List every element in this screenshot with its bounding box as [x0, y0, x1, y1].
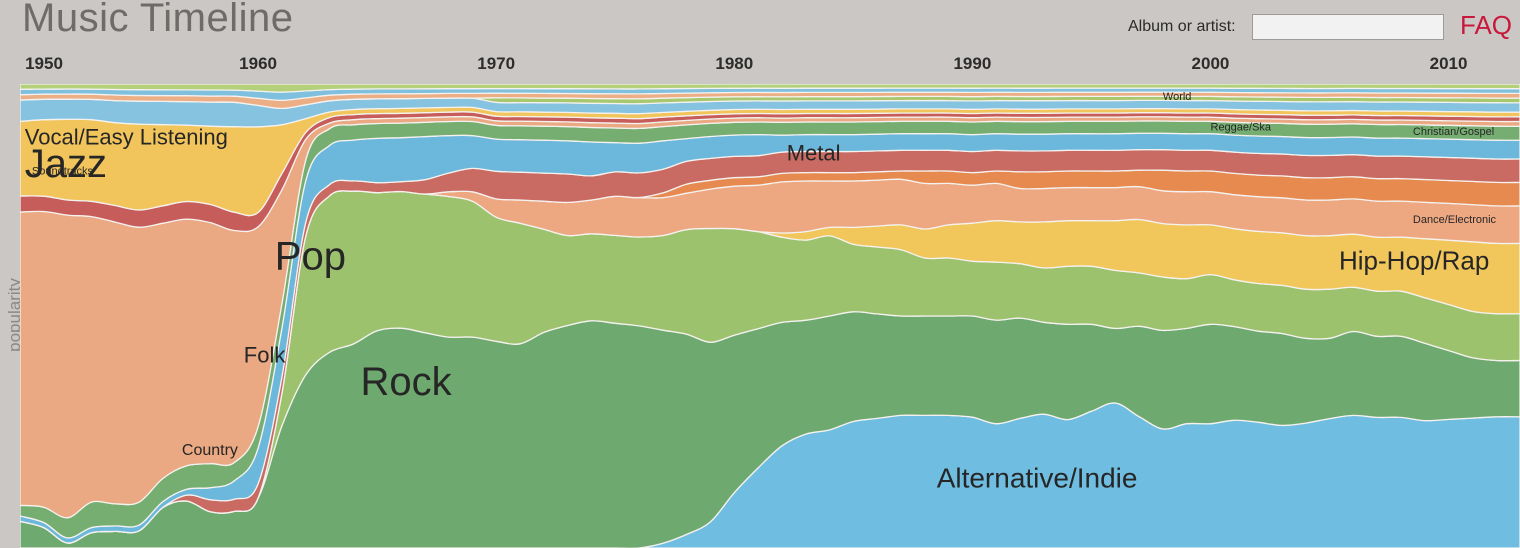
stream-label: Christian/Gospel	[1413, 126, 1494, 138]
stream-label: Reggae/Ska	[1211, 121, 1272, 133]
stream-label: Soundtracks	[32, 166, 94, 178]
stream-label: Dance/Electronic	[1413, 214, 1497, 226]
x-tick-label: 2010	[1429, 54, 1468, 73]
x-tick-label: 1970	[477, 54, 516, 73]
stream-label: Country	[182, 442, 238, 459]
stream-label: Rock	[361, 360, 453, 404]
stream-label: Jazz	[25, 142, 107, 186]
x-tick-label: 1950	[25, 54, 63, 73]
search-label: Album or artist:	[1128, 18, 1236, 35]
stream-label: Pop	[275, 235, 346, 279]
stream-classical[interactable]	[20, 84, 1520, 93]
x-tick-label: 2000	[1191, 54, 1230, 73]
stream-layers	[20, 84, 1520, 548]
stream-label: Alternative/Indie	[937, 463, 1138, 494]
x-tick-label: 1980	[715, 54, 754, 73]
stream-label: World	[1163, 91, 1192, 103]
stream-label: Hip-Hop/Rap	[1339, 246, 1489, 276]
stream-alternative-indie[interactable]	[20, 402, 1520, 548]
search-input[interactable]	[1252, 14, 1444, 40]
x-tick-label: 1990	[953, 54, 992, 73]
stream-label: Vocal/Easy Listening	[25, 124, 228, 149]
x-tick-label: 1960	[239, 54, 278, 73]
stream-label: Metal	[787, 141, 841, 166]
page-title: Music Timeline	[22, 0, 294, 40]
stream-label: Folk	[244, 342, 287, 367]
faq-link[interactable]: FAQ	[1460, 10, 1513, 40]
